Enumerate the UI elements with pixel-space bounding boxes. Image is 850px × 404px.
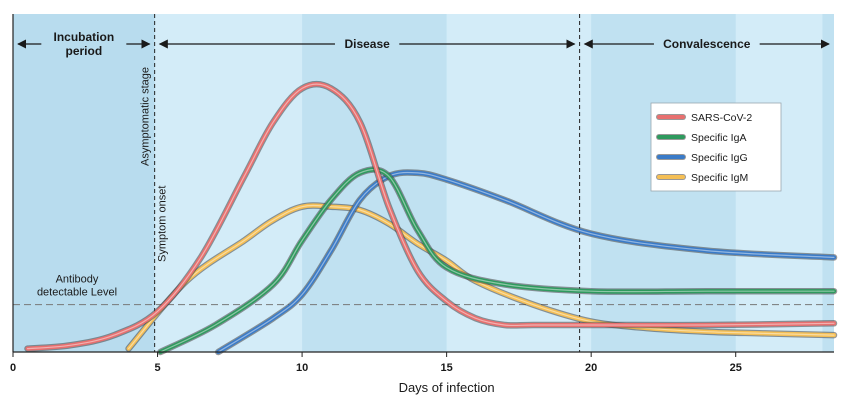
threshold-label: Antibody [56, 274, 99, 286]
phase-convalescence: Convalescence [583, 37, 830, 51]
x-tick-label: 25 [730, 362, 742, 374]
x-tick-label: 0 [10, 362, 16, 374]
legend-label: Specific IgA [691, 132, 746, 144]
x-tick-label: 10 [296, 362, 308, 374]
series-lines [24, 80, 838, 356]
series-line-highlight [217, 171, 835, 353]
series-specific-igg [215, 169, 838, 356]
series-specific-iga [157, 166, 838, 356]
x-axis: 0 5 10 15 20 25 Days of infection [10, 14, 834, 395]
series-line-highlight [26, 83, 835, 350]
band-0 [13, 14, 155, 352]
series-specific-igm [125, 202, 838, 352]
series-line [158, 167, 837, 355]
legend-item-specific-igg: Specific IgG [656, 152, 748, 164]
phase-label: Disease [344, 37, 390, 51]
series-line-highlight [128, 204, 835, 350]
phase-label: Convalescence [663, 37, 751, 51]
phase-disease: Disease [158, 37, 576, 51]
series-line [216, 170, 837, 355]
series-line-highlight [159, 168, 835, 353]
phase-label: period [65, 44, 102, 58]
legend-item-specific-iga: Specific IgA [656, 132, 746, 144]
threshold-label: detectable Level [37, 287, 117, 299]
band-3 [822, 14, 834, 352]
legend-label: Specific IgG [691, 152, 748, 164]
series-sars-cov-2 [24, 80, 838, 352]
legend: SARS-CoV-2 Specific IgA Specific IgG Specif… [650, 102, 782, 192]
x-tick-label: 5 [154, 362, 160, 374]
legend-label: Specific IgM [691, 172, 748, 184]
x-tick-label: 15 [441, 362, 453, 374]
legend-item-specific-igm: Specific IgM [656, 172, 748, 184]
legend-label: SARS-CoV-2 [691, 112, 752, 124]
vertical-markers: Asymptomatic stage Symptom onset [140, 14, 581, 352]
series-line [25, 82, 837, 351]
x-tick-label: 20 [585, 362, 597, 374]
phase-label: Incubation [53, 30, 114, 44]
series-line [126, 203, 837, 351]
legend-item-sars-cov-2: SARS-CoV-2 [656, 112, 752, 124]
label-asymptomatic-stage: Asymptomatic stage [140, 67, 152, 166]
x-axis-title: Days of infection [399, 380, 495, 395]
label-symptom-onset: Symptom onset [157, 186, 169, 262]
